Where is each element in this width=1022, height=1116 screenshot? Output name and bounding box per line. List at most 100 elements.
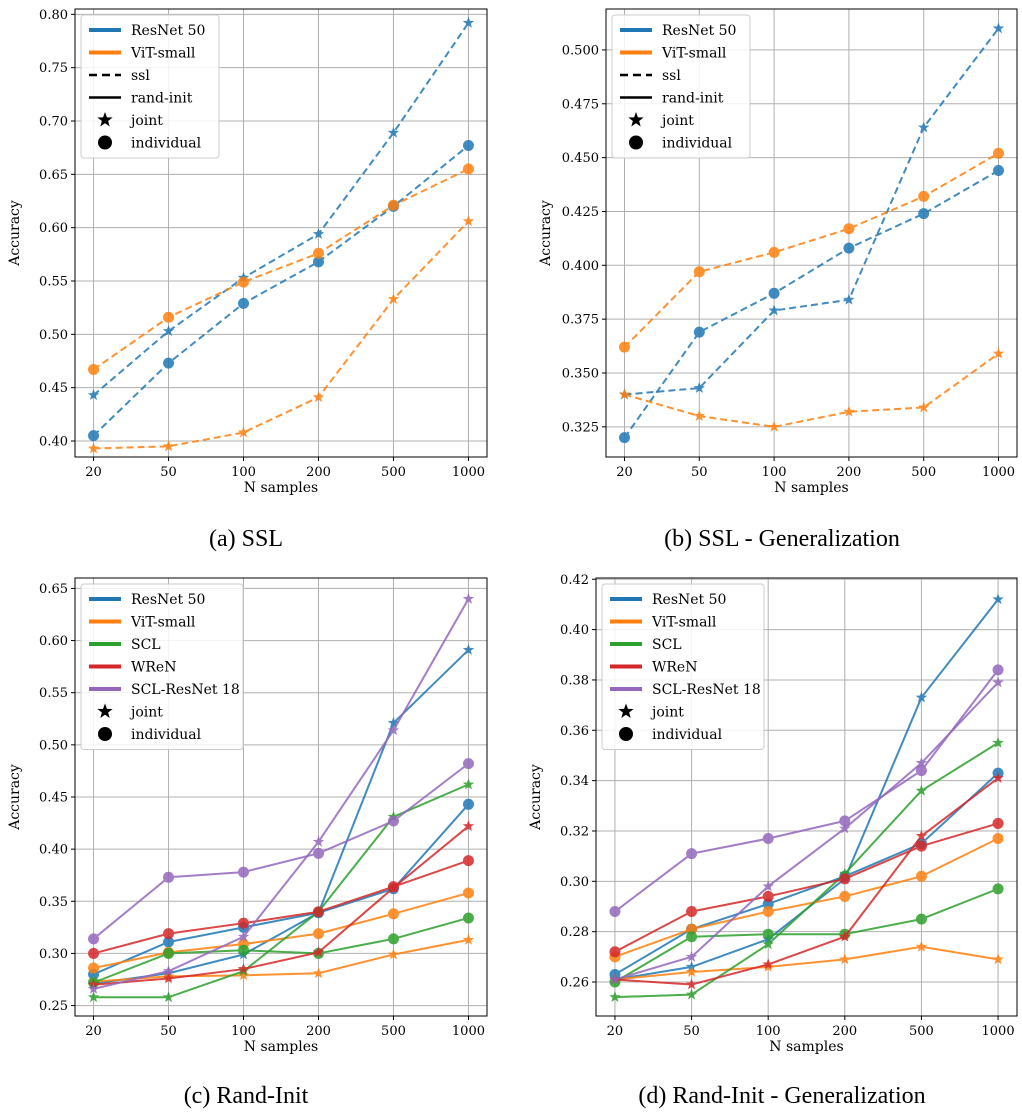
data-point xyxy=(462,758,474,770)
legend-label: ResNet 50 xyxy=(652,592,726,608)
legend: ResNet 50 ViT-small SCL WReN SCL-ResNet 18 jo… xyxy=(80,583,244,750)
data-point xyxy=(992,883,1004,895)
series-line xyxy=(614,887,999,983)
data-point xyxy=(762,958,774,970)
data-point xyxy=(462,820,475,832)
data-point xyxy=(312,256,324,268)
data-point xyxy=(992,833,1004,845)
legend-label: ViT-small xyxy=(661,46,727,62)
legend-label: rand-init xyxy=(662,91,724,107)
data-point xyxy=(762,833,774,845)
data-point xyxy=(839,867,851,879)
data-point xyxy=(918,208,930,220)
data-point xyxy=(387,881,400,893)
data-point xyxy=(992,736,1004,748)
data-point xyxy=(915,765,927,777)
series-vit-small-star xyxy=(87,215,475,454)
data-point xyxy=(618,432,630,444)
data-point xyxy=(237,426,250,438)
data-point xyxy=(915,691,928,703)
legend-entry-vit-small: ViT-small xyxy=(89,46,196,62)
chart-panel-3: 20 50 100 200 500 1000 0.25 0.30 0.35 0.40 0.45 0.5… xyxy=(7,577,488,1109)
legend-entry-rand-init: rand-init xyxy=(620,91,724,107)
data-point xyxy=(462,592,475,604)
y-tick-label: 0.38 xyxy=(560,673,589,688)
legend-box xyxy=(80,583,244,750)
legend-label: ViT-small xyxy=(130,46,196,62)
chart-panel-2: 20 50 100 200 500 1000 0.325 0.350 0.375 0.400 0.4… xyxy=(538,8,1018,552)
data-point xyxy=(462,887,474,899)
series-vit-small-circle xyxy=(88,163,474,376)
legend-label: ssl xyxy=(662,68,681,84)
data-point xyxy=(693,326,705,338)
series-vit-small-star xyxy=(618,347,1005,432)
series-wren-star xyxy=(609,772,1004,990)
legend-label: ViT-small xyxy=(130,615,196,631)
y-tick-label: 0.45 xyxy=(39,381,68,396)
data-point xyxy=(685,978,698,990)
series-line xyxy=(623,169,999,439)
plot-frame xyxy=(74,8,488,458)
series-line xyxy=(624,352,1000,428)
legend-label: ViT-small xyxy=(651,615,717,631)
legend-entry-scl-resnet-18: SCL-ResNet 18 xyxy=(89,682,240,698)
series-line xyxy=(93,859,469,955)
series-resnet-50-circle xyxy=(609,767,1004,980)
data-point xyxy=(238,944,250,956)
y-axis-label: Accuracy xyxy=(7,764,23,831)
y-tick-label: 0.40 xyxy=(39,435,68,450)
data-point xyxy=(312,906,324,918)
data-point xyxy=(609,991,621,1002)
legend-entry-scl: SCL xyxy=(89,637,161,653)
data-point xyxy=(88,962,100,974)
series-scl-resnet-18-circle xyxy=(609,664,1004,918)
legend-label: joint xyxy=(660,113,694,129)
data-point xyxy=(163,357,175,369)
y-tick-label: 0.80 xyxy=(39,8,68,23)
y-tick-label: 0.45 xyxy=(39,791,68,806)
series-line xyxy=(92,22,470,396)
data-point xyxy=(312,946,325,958)
data-point xyxy=(992,593,1004,605)
y-tick-label: 0.25 xyxy=(39,999,68,1014)
data-point xyxy=(237,930,250,942)
data-point xyxy=(618,388,631,400)
x-tick-label: 100 xyxy=(756,1024,781,1039)
data-point xyxy=(387,716,400,728)
x-tick-label: 50 xyxy=(683,1024,700,1039)
legend-label: ResNet 50 xyxy=(131,23,205,39)
data-point xyxy=(686,923,698,935)
data-point xyxy=(609,946,621,958)
y-tick-label: 0.65 xyxy=(39,582,68,597)
data-point xyxy=(88,364,100,376)
legend-circle-marker xyxy=(629,135,643,150)
series-line xyxy=(614,742,999,999)
data-point xyxy=(387,908,399,920)
x-tick-label: 1000 xyxy=(452,465,485,480)
legend-entry-ssl: ssl xyxy=(620,68,681,84)
legend-circle-marker xyxy=(98,135,112,150)
y-tick-label: 0.42 xyxy=(560,573,589,588)
data-point xyxy=(387,933,399,945)
y-axis-label: Accuracy xyxy=(7,200,23,267)
data-point xyxy=(992,817,1004,829)
data-point xyxy=(387,126,400,138)
series-line xyxy=(93,917,469,984)
data-point xyxy=(462,643,475,655)
legend-circle-marker xyxy=(98,727,112,741)
data-point xyxy=(993,165,1005,177)
data-point xyxy=(992,953,1004,965)
data-point xyxy=(162,440,175,452)
data-point xyxy=(387,724,400,736)
series-line xyxy=(93,825,470,986)
x-tick-label: 200 xyxy=(306,1024,331,1039)
series-wren-circle xyxy=(609,817,1004,958)
data-point xyxy=(768,287,780,299)
legend-entry-scl: SCL xyxy=(610,637,682,653)
x-axis-label: N samples xyxy=(244,1039,318,1055)
y-tick-label: 0.475 xyxy=(562,97,599,112)
data-point xyxy=(686,848,698,860)
y-axis-label: Accuracy xyxy=(538,200,554,267)
y-tick-label: 0.425 xyxy=(562,205,599,220)
data-point xyxy=(163,311,175,323)
